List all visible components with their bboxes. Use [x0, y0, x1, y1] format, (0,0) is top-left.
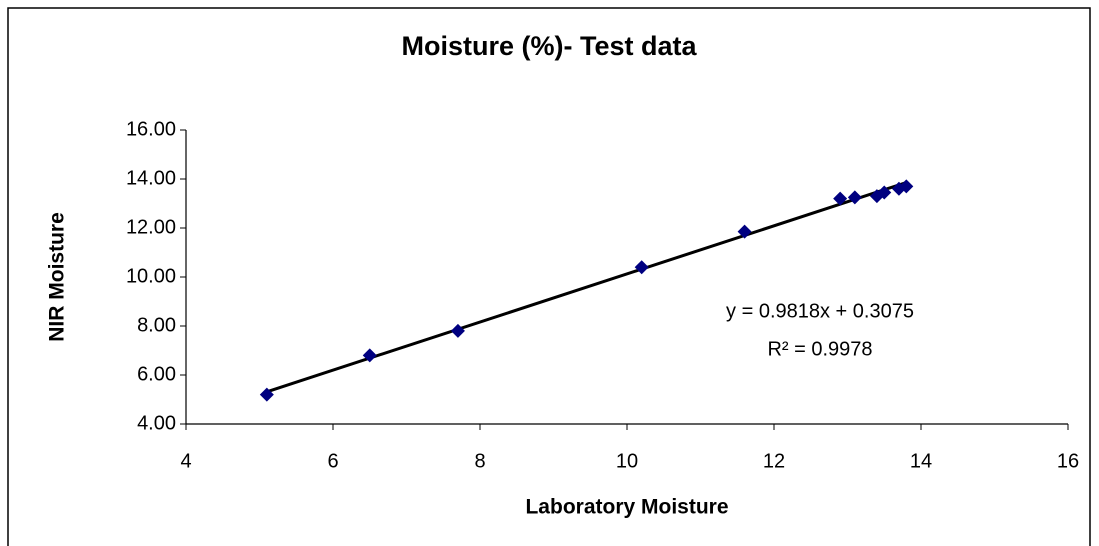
point [362, 348, 377, 363]
y-tick-label: 4.00 [137, 412, 176, 434]
y-tick-label: 6.00 [137, 363, 176, 385]
y-tick-label: 12.00 [126, 216, 176, 238]
point [847, 190, 862, 205]
trendline-r2: R² = 0.9978 [767, 338, 872, 360]
y-axis-label: NIR Moisture [46, 212, 69, 342]
point [877, 185, 892, 200]
x-tick-label: 14 [910, 450, 932, 472]
y-tick-label: 16.00 [126, 118, 176, 140]
point [737, 224, 752, 239]
chart-title: Moisture (%)- Test data [401, 31, 697, 61]
x-tick-label: 10 [616, 450, 638, 472]
x-tick-label: 6 [327, 450, 338, 472]
y-tick-label: 10.00 [126, 265, 176, 287]
point [259, 387, 274, 402]
point [634, 260, 649, 275]
point [833, 191, 848, 206]
y-tick-label: 8.00 [137, 314, 176, 336]
trendline-equation: y = 0.9818x + 0.3075 [726, 300, 914, 322]
x-tick-label: 16 [1057, 450, 1079, 472]
y-tick-label: 14.00 [126, 167, 176, 189]
x-tick-label: 12 [763, 450, 785, 472]
chart-frame [7, 7, 1091, 546]
x-tick-label: 4 [180, 450, 191, 472]
x-axis-label: Laboratory Moisture [525, 496, 728, 519]
point [899, 179, 914, 194]
x-tick-label: 8 [474, 450, 485, 472]
trendline [266, 181, 907, 394]
point [450, 323, 465, 338]
